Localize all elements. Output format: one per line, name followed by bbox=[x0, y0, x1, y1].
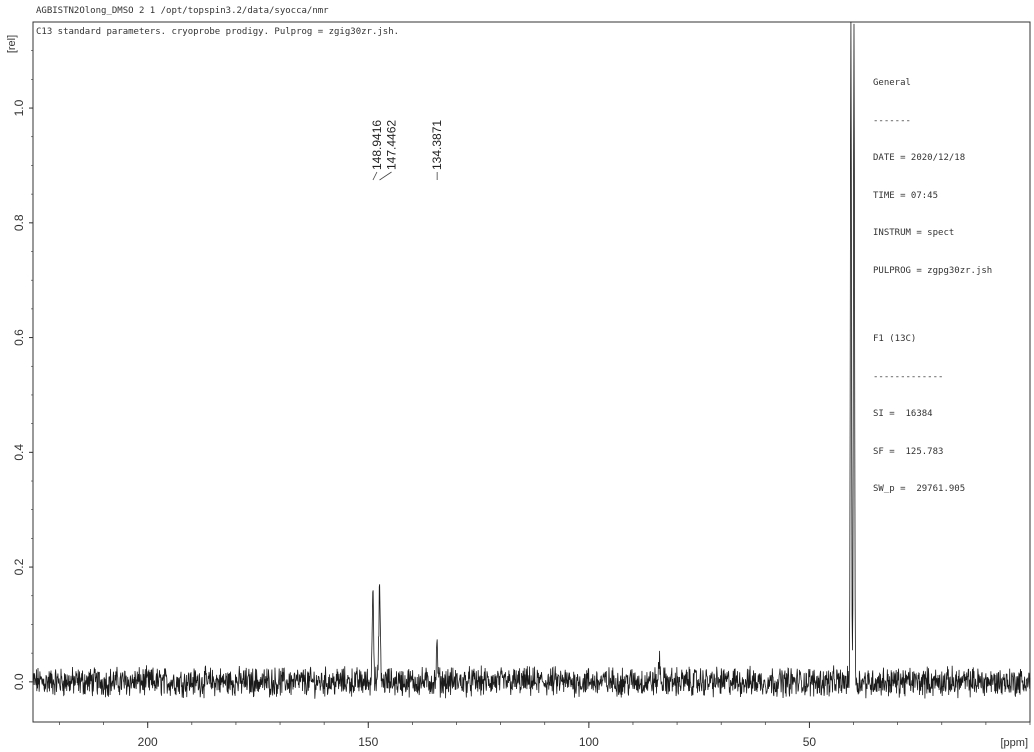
y-tick-label: 0.6 bbox=[12, 329, 26, 346]
param-instrum: INSTRUM = spect bbox=[873, 228, 955, 238]
y-tick-label: 0.4 bbox=[12, 444, 26, 461]
peak-label: 147.4462 bbox=[385, 120, 399, 170]
param-time: TIME = 07:45 bbox=[873, 190, 939, 201]
y-tick-label: 0.8 bbox=[12, 214, 26, 231]
experiment-title: C13 standard parameters. cryoprobe prodi… bbox=[36, 27, 400, 37]
peak-label: 148.9416 bbox=[370, 120, 384, 170]
plot-frame bbox=[32, 21, 1031, 723]
f1-section-title: F1 (13C) bbox=[873, 334, 917, 344]
x-axis-label: [ppm] bbox=[1000, 737, 1028, 749]
acquisition-parameters-panel: General ------- DATE = 2020/12/18 TIME =… bbox=[873, 52, 992, 508]
file-path-header: AGBISTN2Olong_DMSO 2 1 /opt/topspin3.2/d… bbox=[36, 6, 329, 16]
general-section-title: General bbox=[873, 78, 911, 88]
peak-leader bbox=[379, 171, 392, 181]
x-tick-label: 150 bbox=[358, 735, 378, 749]
general-section-rule: ------- bbox=[873, 115, 911, 126]
param-sf: SF = 125.783 bbox=[873, 446, 944, 457]
param-sw: SW_p = 29761.905 bbox=[873, 484, 966, 494]
y-tick-label: 0.2 bbox=[12, 558, 26, 575]
param-date: DATE = 2020/12/18 bbox=[873, 153, 966, 163]
y-tick-label: 0.0 bbox=[12, 673, 26, 690]
x-tick-label: 200 bbox=[138, 735, 158, 749]
peak-leader bbox=[372, 171, 378, 181]
y-tick-label: 1.0 bbox=[12, 99, 26, 116]
f1-section-rule: ------------- bbox=[873, 371, 944, 382]
peak-label: 134.3871 bbox=[430, 120, 444, 170]
param-si: SI = 16384 bbox=[873, 409, 933, 419]
x-tick-label: 100 bbox=[579, 735, 599, 749]
y-axis-label: [rel] bbox=[6, 35, 18, 53]
x-tick-label: 50 bbox=[803, 735, 817, 749]
spectrum-trace bbox=[32, 21, 1031, 699]
param-pulprog: PULPROG = zgpg30zr.jsh bbox=[873, 265, 993, 276]
